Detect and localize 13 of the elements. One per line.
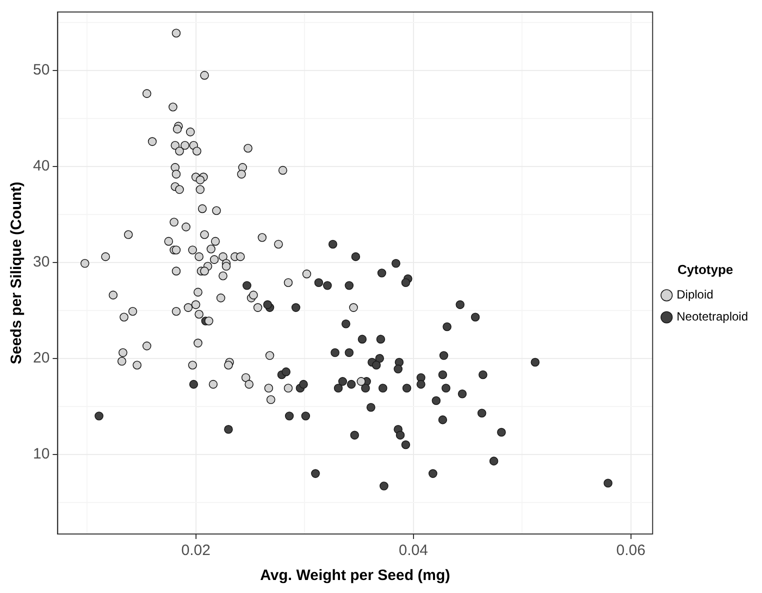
- y-tick-label: 50: [32, 62, 50, 79]
- y-tick-label: 30: [32, 254, 50, 271]
- y-axis-title: Seeds per Silique (Count): [8, 182, 26, 364]
- x-tick-label: 0.02: [181, 542, 210, 560]
- legend-label: Neotetraploid: [676, 310, 748, 324]
- y-tick-label: 10: [32, 445, 50, 462]
- x-tick-label: 0.06: [616, 542, 646, 560]
- legend-title: Cytotype: [678, 262, 734, 277]
- x-tick-label: 0.04: [398, 542, 428, 560]
- y-tick-label: 40: [32, 158, 50, 175]
- x-axis-title: Avg. Weight per Seed (mg): [260, 567, 450, 584]
- legend-label: Diploid: [676, 288, 714, 302]
- y-tick-label: 20: [32, 350, 50, 367]
